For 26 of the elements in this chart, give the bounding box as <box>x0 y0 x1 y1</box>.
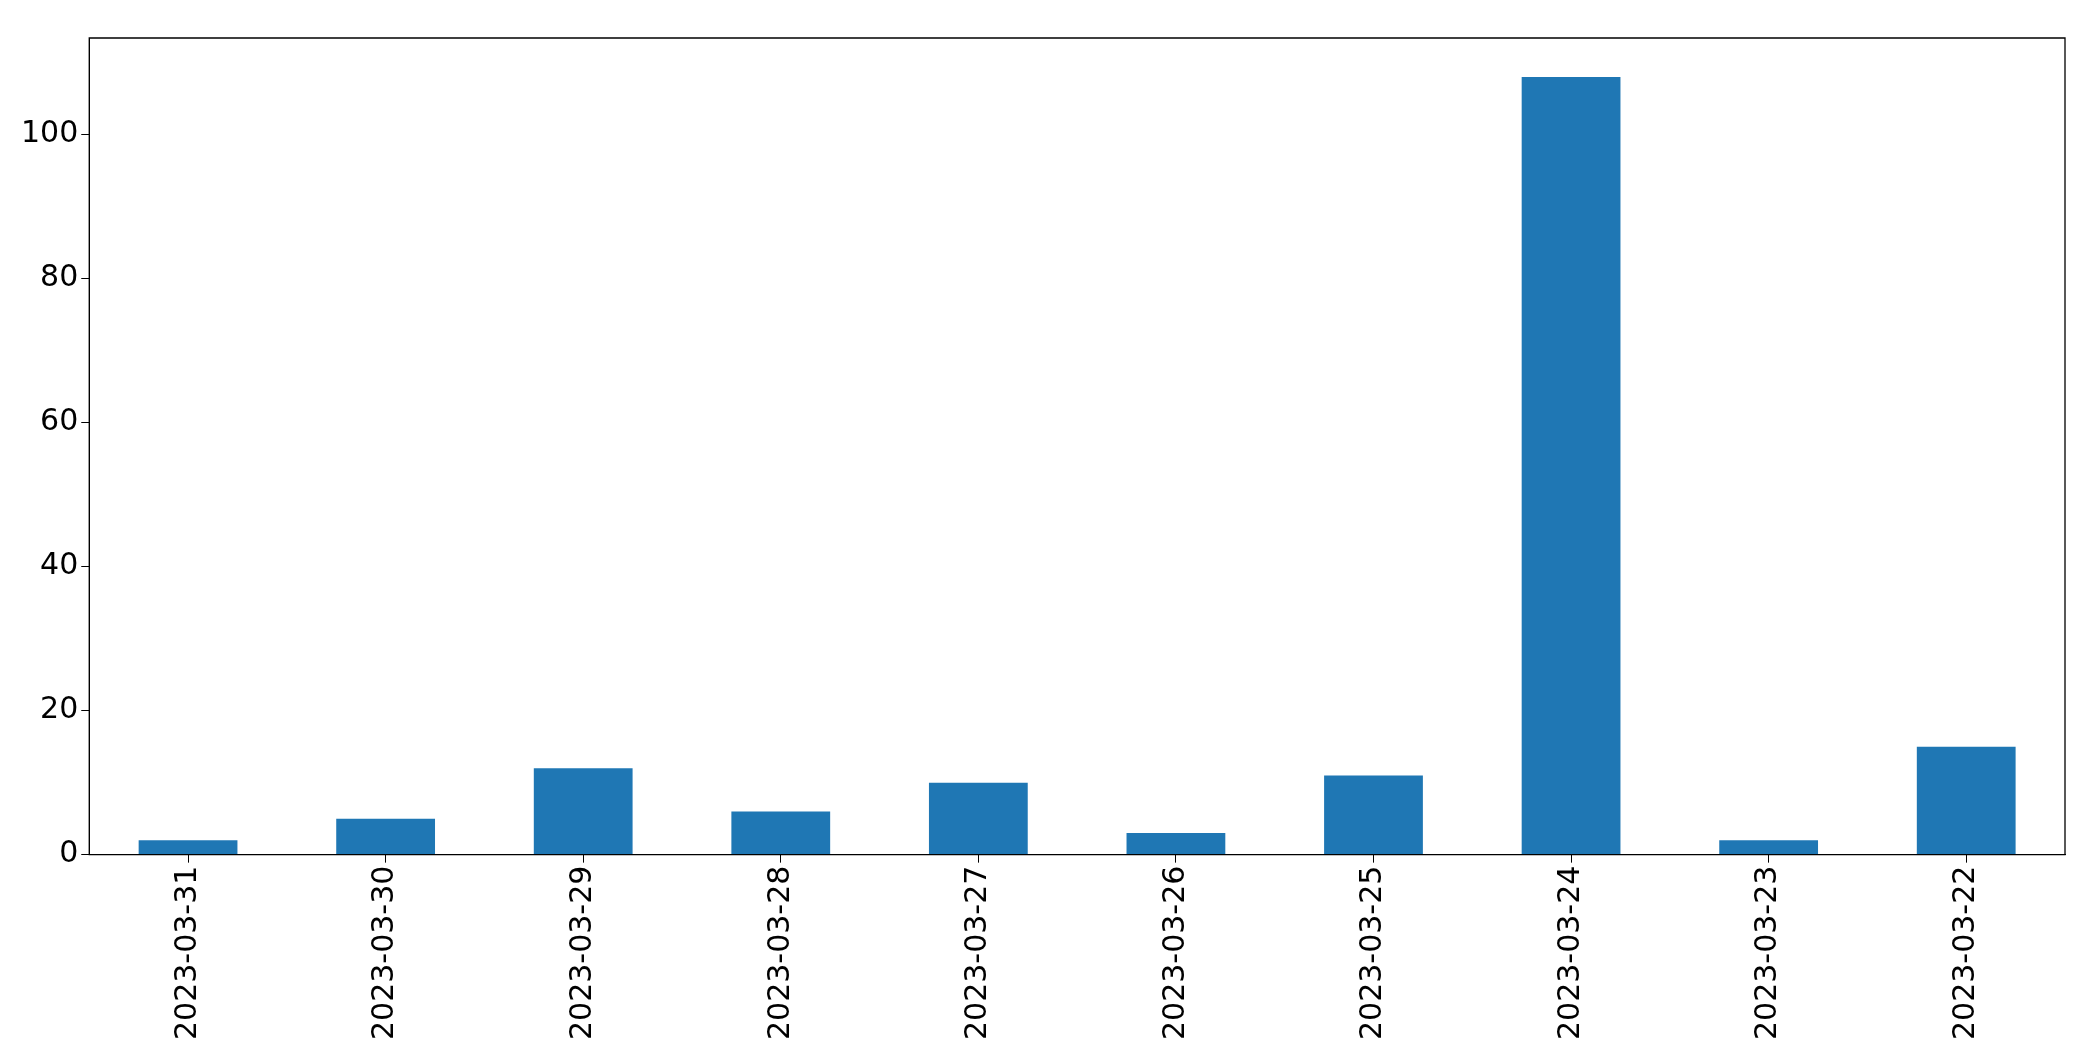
x-tick-label: 2023-03-22 <box>1946 865 1982 1041</box>
x-tick-label: 2023-03-26 <box>1155 865 1191 1041</box>
x-tick-label: 2023-03-29 <box>562 865 598 1041</box>
x-tick-label: 2023-03-27 <box>958 865 994 1041</box>
y-tick-label: 80 <box>40 258 79 294</box>
bar <box>336 818 436 855</box>
bar <box>731 811 831 855</box>
bar <box>928 782 1028 855</box>
x-tick-label: 2023-03-30 <box>365 865 401 1041</box>
bar <box>1719 840 1819 855</box>
bar <box>1916 746 2016 855</box>
y-tick-label: 100 <box>21 114 79 150</box>
bar <box>1324 775 1423 855</box>
x-tick-label: 2023-03-31 <box>167 865 203 1041</box>
x-tick-label: 2023-03-24 <box>1550 865 1586 1041</box>
bar <box>1126 833 1226 855</box>
bar <box>533 768 633 855</box>
bar <box>138 840 238 855</box>
x-tick-label: 2023-03-25 <box>1353 865 1389 1041</box>
y-tick-label: 40 <box>40 546 79 582</box>
y-tick-label: 60 <box>40 402 79 438</box>
y-tick-label: 0 <box>59 834 79 870</box>
x-tick-label: 2023-03-28 <box>760 865 796 1041</box>
x-tick-label: 2023-03-23 <box>1748 865 1784 1041</box>
y-tick-label: 20 <box>40 690 79 726</box>
bar <box>1521 76 1621 855</box>
